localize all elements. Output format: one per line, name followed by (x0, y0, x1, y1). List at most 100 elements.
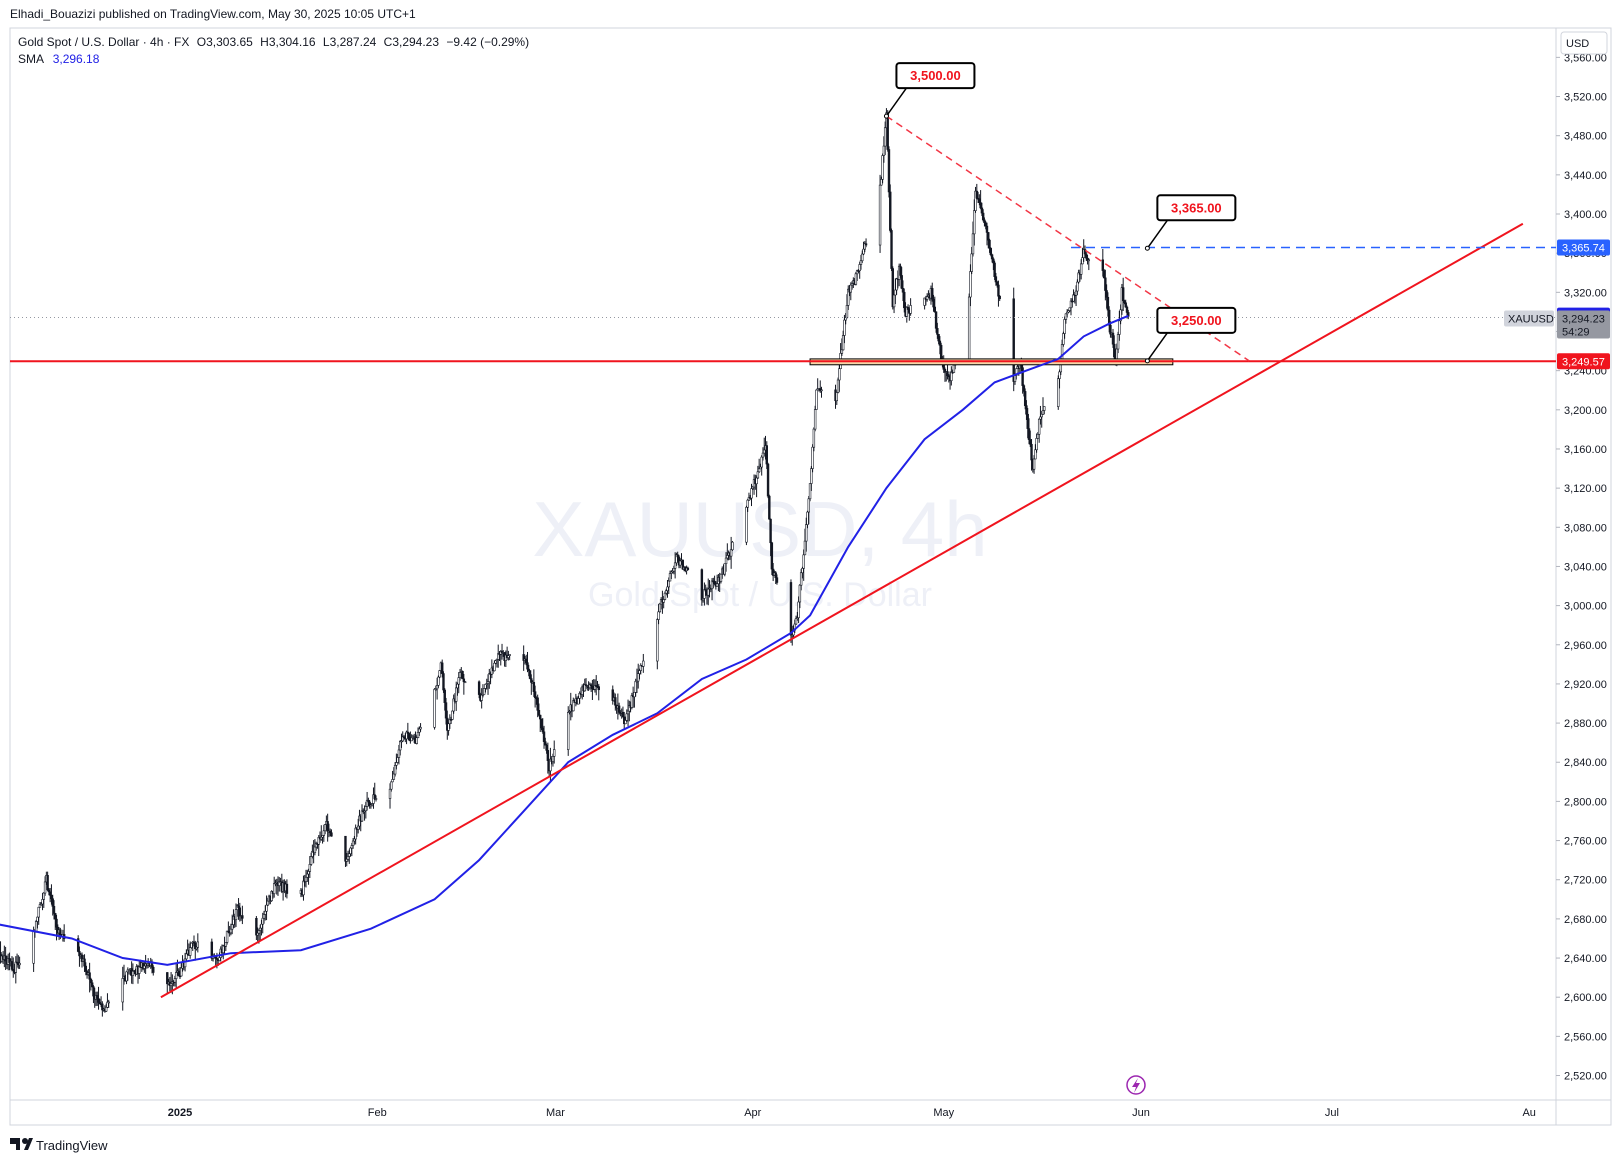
price-tick-label: 2,560.00 (1564, 1031, 1607, 1043)
price-tick-label: 2,720.00 (1564, 875, 1607, 887)
candle-body (107, 1001, 110, 1004)
candle-body (392, 773, 396, 780)
candle-body (330, 832, 333, 837)
currency-button[interactable] (1560, 31, 1608, 55)
candle-body (255, 917, 258, 936)
candle-body (854, 273, 858, 285)
candle-body (493, 662, 496, 672)
candle-body (805, 524, 808, 542)
candle-body (551, 756, 555, 762)
watermark-description: Gold Spot / U.S. Dollar (588, 576, 932, 614)
candle-body (230, 924, 234, 930)
candle-body (938, 340, 942, 346)
candle-body (770, 542, 774, 570)
candle-body (891, 268, 894, 308)
candle-body (391, 779, 394, 783)
candle-body (789, 582, 793, 636)
candle-body (799, 572, 803, 586)
candle-body (38, 904, 42, 908)
candle-body (32, 930, 35, 964)
candle-body (374, 798, 378, 800)
candle-body (194, 942, 197, 950)
candle-body (864, 243, 868, 246)
tradingview-logo[interactable] (10, 1138, 33, 1150)
legend-change: −9.42 (−0.29%) (446, 35, 529, 49)
candle-body (463, 681, 467, 684)
callout-anchor (1144, 358, 1150, 364)
candle-body (657, 611, 660, 620)
candle-body (681, 559, 684, 570)
candle-body (807, 498, 810, 513)
candle-body (1039, 416, 1042, 420)
candle-body (546, 750, 550, 761)
callout-label: 3,250.00 (1171, 313, 1222, 328)
legend-low: 3,287.24 (330, 35, 377, 49)
callout-pointer (1146, 219, 1168, 249)
candle-body (887, 149, 891, 193)
candle-body (190, 942, 193, 948)
candle-body (994, 276, 998, 283)
price-tick-label: 3,560.00 (1564, 52, 1607, 64)
candle-body (757, 468, 761, 473)
candle-body (1062, 333, 1065, 345)
resistance-callout: 3,365.00 (1144, 194, 1237, 251)
candle-body (715, 583, 719, 587)
candle-body (932, 298, 935, 308)
candle-body (639, 665, 642, 671)
candle-body (278, 881, 281, 886)
candle-body (984, 222, 987, 227)
candle-body (591, 685, 594, 690)
candle-body (798, 584, 802, 603)
candle-body (218, 957, 221, 961)
candle-body (399, 741, 402, 751)
candle-body (1081, 257, 1084, 265)
candle-body (54, 913, 57, 920)
legend-sma[interactable]: SMA 3,296.18 (18, 52, 100, 66)
candle-body (909, 305, 912, 314)
candle-body (1043, 406, 1046, 411)
candle-body (457, 677, 460, 685)
candle-body (456, 683, 459, 689)
candle-body (617, 705, 621, 713)
candle-body (1125, 306, 1129, 313)
callout-label: 3,365.00 (1171, 200, 1222, 215)
candle-body (34, 921, 38, 932)
candle-body (285, 883, 289, 894)
candle-body (1068, 307, 1071, 311)
support-price-badge: 3,249.57 (1562, 356, 1605, 368)
candle-body (447, 723, 450, 731)
price-tick-label: 2,760.00 (1564, 836, 1607, 848)
candle-body (763, 449, 766, 454)
candle-body (544, 741, 547, 746)
candle-body (1106, 296, 1110, 311)
candle-body (1032, 458, 1036, 470)
candle-body (43, 881, 47, 894)
candle-body (477, 681, 481, 695)
candle-body (761, 452, 765, 458)
candle-body (803, 540, 807, 556)
candle-body (686, 567, 690, 570)
candle-body (360, 810, 364, 822)
candle-body (210, 941, 214, 959)
candle-body (859, 260, 863, 265)
candle-body (700, 569, 704, 601)
candle-body (540, 718, 543, 729)
symbol-badge: XAUUSD (1508, 314, 1554, 326)
candle-body (679, 560, 682, 566)
candle-body (802, 554, 805, 569)
candle-body (1023, 391, 1027, 406)
candle-body (397, 749, 401, 758)
candle-body (995, 281, 999, 286)
candle-body (797, 601, 800, 618)
candle-body (452, 698, 455, 712)
candle-body (861, 253, 864, 262)
candle-body (542, 731, 546, 742)
legend-symbol: Gold Spot / U.S. Dollar · 4h · FX (18, 35, 189, 49)
candle-body (713, 580, 716, 584)
candle-body (1029, 439, 1032, 445)
lightning-icon[interactable] (1126, 1075, 1146, 1095)
candle-body (241, 915, 244, 919)
candle-body (665, 590, 668, 594)
callout-pointer (1146, 332, 1168, 362)
